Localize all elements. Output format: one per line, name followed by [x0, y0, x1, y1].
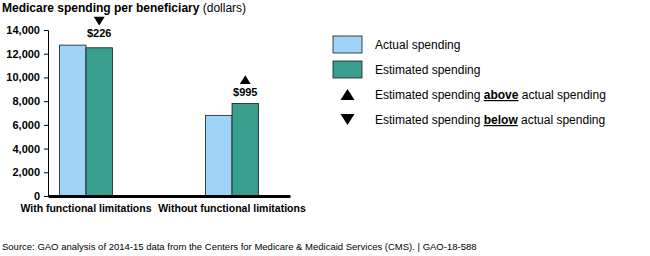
- y-tick-mark: [44, 30, 48, 31]
- legend-marker-suffix: actual spending: [518, 113, 605, 127]
- y-tick: 4,000: [12, 143, 48, 155]
- y-tick-label: 8,000: [12, 95, 40, 107]
- x-tick: With functional limitations: [20, 196, 151, 214]
- y-tick-label: 2,000: [12, 166, 40, 178]
- legend-marker-prefix: Estimated spending: [375, 88, 484, 102]
- y-tick-label: 10,000: [6, 71, 40, 83]
- x-tick-label: Without functional limitations: [158, 202, 306, 214]
- y-tick-label: 0: [34, 190, 40, 202]
- bar: [86, 48, 113, 196]
- y-tick-label: 4,000: [12, 143, 40, 155]
- y-tick-label: 14,000: [6, 24, 40, 36]
- y-tick-mark: [44, 196, 48, 197]
- difference-marker: [94, 17, 105, 26]
- x-tick: Without functional limitations: [158, 196, 306, 214]
- legend-marker-emphasis: below: [484, 113, 519, 127]
- bars: [59, 45, 258, 196]
- y-tick: 8,000: [12, 95, 48, 107]
- legend-marker-emphasis: above: [484, 88, 519, 102]
- legend-swatch: [333, 61, 362, 78]
- bar: [232, 104, 259, 196]
- difference-label: $226: [87, 27, 111, 39]
- y-tick: 2,000: [12, 166, 48, 178]
- y-tick-mark: [44, 77, 48, 78]
- y-tick: 14,000: [6, 24, 48, 36]
- legend-marker-suffix: actual spending: [518, 88, 605, 102]
- legend-label: Estimated spending: [375, 63, 480, 77]
- legend-marker: [341, 89, 355, 100]
- annotations: $226 $995: [87, 17, 258, 98]
- y-tick-label: 12,000: [6, 48, 40, 60]
- y-axis-unit: (dollars): [199, 1, 246, 15]
- y-tick-mark: [44, 101, 48, 102]
- legend-marker-prefix: Estimated spending: [375, 113, 484, 127]
- legend-swatch: [333, 36, 362, 53]
- difference-marker: [240, 75, 251, 84]
- y-tick-mark: [44, 54, 48, 55]
- x-axis: With functional limitations Without funct…: [20, 196, 306, 214]
- y-tick: 6,000: [12, 119, 48, 131]
- source: Source: GAO analysis of 2014-15 data fro…: [2, 241, 477, 252]
- y-tick-mark: [44, 172, 48, 173]
- bar: [206, 115, 233, 196]
- legend-marker: [341, 114, 355, 125]
- y-tick-mark: [44, 125, 48, 126]
- y-axis-title: Medicare spending per beneficiary (dolla…: [2, 1, 246, 15]
- y-tick: 12,000: [6, 48, 48, 60]
- legend-marker-label: Estimated spending below actual spending: [375, 113, 605, 127]
- y-tick-mark: [44, 149, 48, 150]
- legend-label: Actual spending: [375, 38, 460, 52]
- y-tick: 0: [34, 190, 48, 202]
- y-tick: 10,000: [6, 71, 48, 83]
- y-axis-line: [44, 31, 49, 197]
- legend: Actual spendingEstimated spendingEstimat…: [333, 36, 606, 127]
- legend-marker-label: Estimated spending above actual spending: [375, 88, 606, 102]
- x-tick-label: With functional limitations: [20, 202, 151, 214]
- difference-label: $995: [233, 86, 257, 98]
- bar: [59, 45, 86, 196]
- y-axis: 0 2,000 4,000 6,000 8,000 10,000 12,000 14,000: [6, 24, 48, 202]
- y-tick-label: 6,000: [12, 119, 40, 131]
- x-axis-line: [49, 195, 291, 198]
- y-axis-title-text: Medicare spending per beneficiary: [2, 1, 200, 15]
